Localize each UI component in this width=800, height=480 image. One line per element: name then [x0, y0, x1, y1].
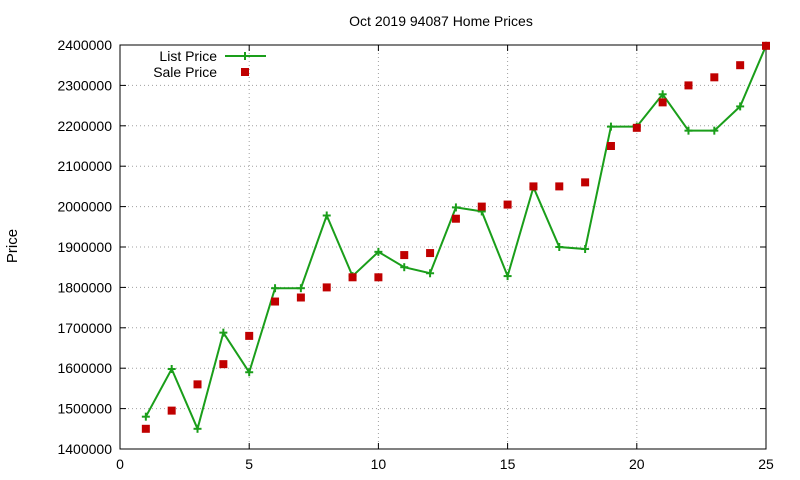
data-point: [503, 272, 512, 281]
y-tick-label: 1400000: [57, 441, 112, 457]
x-tick-label: 25: [758, 456, 774, 472]
data-point: [581, 245, 590, 254]
legend-label: List Price: [159, 48, 217, 64]
y-tick-label: 1500000: [57, 401, 112, 417]
data-point: [684, 126, 693, 135]
data-point: [710, 126, 719, 135]
data-point: [374, 273, 383, 282]
data-point: [141, 412, 150, 421]
data-point: [219, 328, 228, 337]
grid: [120, 45, 766, 449]
x-tick-label: 0: [116, 456, 124, 472]
data-point: [658, 90, 667, 99]
data-point: [400, 251, 409, 260]
chart-title: Oct 2019 94087 Home Prices: [349, 13, 533, 29]
data-point: [271, 284, 280, 293]
data-point: [296, 293, 305, 302]
x-tick-label: 20: [629, 456, 645, 472]
data-point: [167, 365, 176, 374]
data-point: [374, 247, 383, 256]
data-point: [451, 214, 460, 223]
y-tick-label: 2200000: [57, 118, 112, 134]
data-point: [736, 102, 745, 111]
data-point: [555, 182, 564, 191]
data-point: [684, 81, 693, 90]
legend-swatch-marker: [241, 68, 249, 76]
data-point: [193, 380, 202, 389]
legend-label: Sale Price: [153, 64, 217, 80]
data-point: [193, 424, 202, 433]
data-point: [245, 368, 254, 377]
series-line: [144, 45, 767, 432]
data-point: [606, 142, 615, 150]
series-layer: [141, 41, 770, 433]
data-point: [503, 200, 512, 209]
data-point: [632, 123, 641, 132]
series-2: [141, 41, 770, 433]
x-tick-label: 5: [245, 456, 253, 472]
data-point: [658, 98, 667, 107]
data-point: [710, 73, 719, 82]
y-tick-label: 2300000: [57, 77, 112, 93]
x-tick-label: 10: [371, 456, 387, 472]
data-point: [245, 331, 254, 340]
data-point: [762, 41, 770, 50]
data-point: [296, 284, 305, 293]
y-tick-label: 2400000: [57, 37, 112, 53]
data-point: [322, 283, 331, 292]
y-tick-label: 1600000: [57, 360, 112, 376]
y-tick-label: 1700000: [57, 320, 112, 336]
data-point: [322, 211, 331, 220]
data-point: [451, 203, 460, 212]
data-point: [141, 424, 150, 433]
data-point: [348, 273, 357, 282]
legend-swatch-marker: [241, 52, 249, 60]
data-point: [400, 263, 409, 272]
data-point: [167, 406, 176, 415]
y-tick-label: 1900000: [57, 239, 112, 255]
data-point: [426, 249, 435, 258]
data-point: [219, 360, 228, 369]
series-1: [141, 41, 770, 433]
axes: 0 5 10 15 20 25 1400000 1500000 1600000 1700000 18…: [57, 37, 774, 472]
y-tick-label: 2000000: [57, 199, 112, 215]
y-tick-label: 2100000: [57, 158, 112, 174]
data-point: [477, 202, 486, 211]
data-point: [529, 182, 538, 191]
data-point: [581, 178, 590, 187]
data-point: [271, 297, 280, 306]
y-axis-label: Price: [4, 229, 21, 263]
data-point: [426, 269, 435, 278]
data-point: [555, 243, 564, 251]
y-tick-label: 1800000: [57, 279, 112, 295]
data-point: [736, 61, 745, 70]
data-point: [606, 122, 615, 131]
x-tick-label: 15: [500, 456, 516, 472]
